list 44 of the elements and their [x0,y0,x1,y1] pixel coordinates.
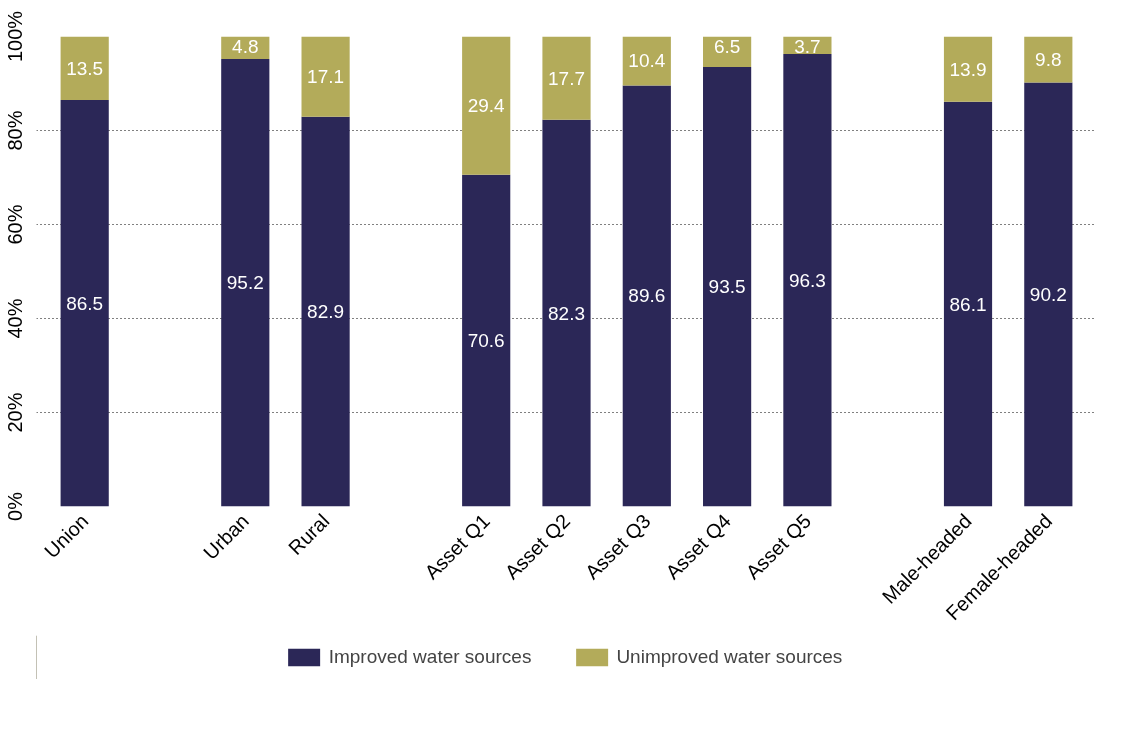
legend-label: Unimproved water sources [616,646,843,668]
data-label: 13.9 [949,58,987,80]
bar [1024,82,1073,507]
bar [221,59,270,507]
bar [462,174,511,507]
data-label: 10.4 [628,50,666,72]
bar [943,36,993,102]
y-tick-label: 20% [3,392,26,433]
legend-label: Improved water sources [328,646,532,668]
data-label: 13.5 [66,57,104,79]
data-label: 82.9 [307,301,345,323]
data-label: 9.8 [1035,49,1062,71]
bar [462,36,511,175]
data-label: 3.7 [794,36,821,58]
bar [1024,36,1073,83]
bar [943,101,993,507]
bar [783,53,832,507]
bar [542,119,591,507]
data-label: 70.6 [467,330,505,352]
data-label: 17.1 [307,66,345,88]
y-tick-label: 40% [3,298,26,339]
y-tick-label: 80% [3,110,26,151]
bar [60,36,109,100]
data-label: 96.3 [788,269,826,291]
data-label: 6.5 [713,36,741,58]
bar [542,36,591,120]
data-label: 82.3 [548,302,585,324]
bar [301,116,350,507]
data-label: 29.4 [467,95,506,117]
data-label: 4.8 [232,36,259,58]
bar [622,85,671,507]
y-tick-label: 60% [3,204,26,245]
bar [703,67,752,507]
data-label: 86.5 [66,292,104,314]
data-label: 86.1 [949,293,987,315]
data-label: 17.7 [548,67,585,89]
bar [301,36,350,117]
data-label: 89.6 [628,285,666,307]
y-tick-label: 100% [3,10,26,63]
data-label: 93.5 [708,276,746,298]
bar [60,99,109,507]
y-tick-label: 0% [3,491,26,521]
data-label: 95.2 [226,272,264,294]
data-label: 90.2 [1029,284,1067,306]
